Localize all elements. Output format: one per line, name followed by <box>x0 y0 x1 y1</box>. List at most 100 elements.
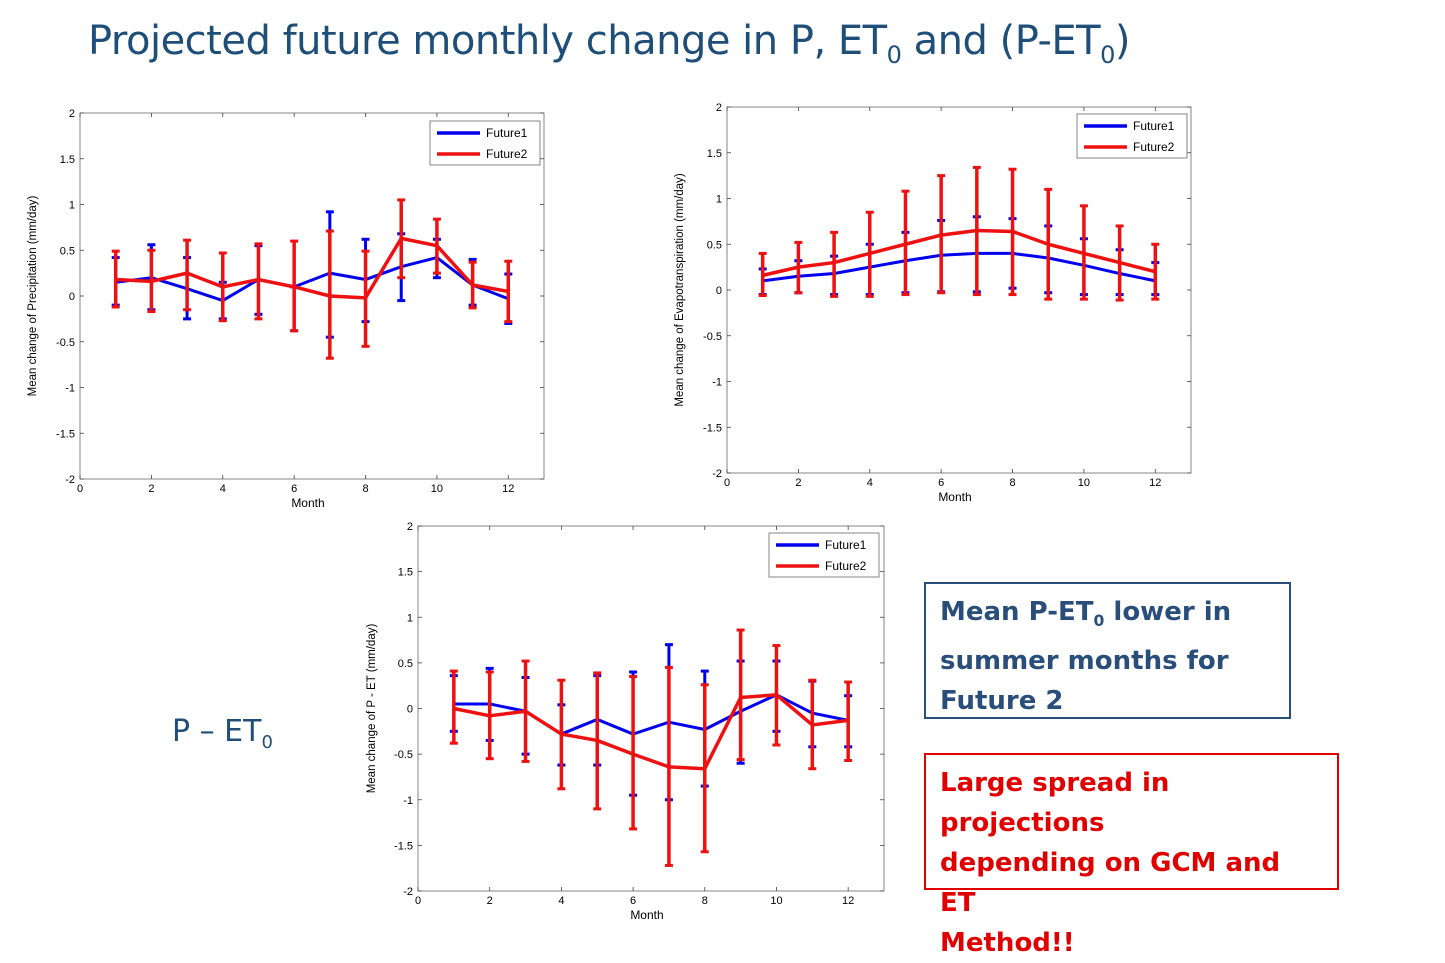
y-axis-label: Mean change of Evapotranspiration (mm/da… <box>674 173 686 406</box>
y-tick-label: -0.5 <box>703 331 722 343</box>
callout-summer-line-1b: lower in <box>1104 597 1232 627</box>
y-tick-label: 2 <box>407 521 413 533</box>
x-axis-label: Month <box>938 490 971 504</box>
y-tick-label: 0.5 <box>707 239 722 251</box>
y-tick-label: 0 <box>69 291 75 303</box>
y-tick-label: -1 <box>712 377 722 389</box>
y-tick-label: 1 <box>69 200 75 212</box>
side-label-text: P – ET <box>172 714 262 749</box>
series-line <box>762 251 1156 283</box>
callout-spread-line-2: depending on GCM and ET <box>940 848 1281 918</box>
y-tick-label: 1 <box>716 194 722 206</box>
x-tick-label: 2 <box>148 483 154 495</box>
x-tick-label: 6 <box>938 477 944 489</box>
series-future2 <box>111 198 513 360</box>
title-sub-2: 0 <box>1100 41 1115 69</box>
x-tick-label: 8 <box>362 483 368 495</box>
callout-summer-line-1a: Mean P-ET <box>940 597 1094 627</box>
x-tick-label: 2 <box>795 477 801 489</box>
x-tick-label: 6 <box>291 483 297 495</box>
x-tick-label: 12 <box>842 895 854 907</box>
series-line <box>762 228 1156 278</box>
x-axis-label: Month <box>291 496 324 510</box>
x-tick-label: 2 <box>487 895 493 907</box>
title-sub-1: 0 <box>886 41 902 69</box>
callout-spread-line-3: Method!! <box>940 928 1075 958</box>
series-future2 <box>758 165 1160 302</box>
page-title: Projected future monthly change in P, ET… <box>88 18 1130 69</box>
legend: Future1 Future2 <box>429 120 541 166</box>
y-tick-label: -1 <box>403 795 413 807</box>
y-tick-label: -1.5 <box>56 428 75 440</box>
callout-summer-line-2: summer months for <box>940 646 1229 677</box>
plot-frame <box>79 112 545 480</box>
y-tick-label: -1.5 <box>703 422 722 434</box>
legend-box <box>1076 113 1188 159</box>
legend-label: Future1 <box>1133 119 1175 133</box>
legend-box <box>768 532 880 578</box>
evapotranspiration-chart: -2 -1.5 -1 -0.5 0 0.5 1 1.5 2 0 2 4 6 8 10 12 Month Mean … <box>674 102 1192 504</box>
title-mid: and (P-ET <box>901 18 1101 64</box>
title-suffix: ) <box>1114 18 1131 64</box>
y-tick-label: 1.5 <box>707 148 722 160</box>
x-tick-label: 8 <box>1009 477 1015 489</box>
plot-frame <box>726 106 1192 474</box>
y-tick-label: 0.5 <box>60 245 75 257</box>
side-label-sub: 0 <box>261 732 273 753</box>
legend: Future1 Future2 <box>768 532 880 578</box>
callout-summer-sub: 0 <box>1093 612 1105 631</box>
y-tick-label: -2 <box>65 474 75 486</box>
x-axis-label: Month <box>630 908 663 922</box>
y-tick-label: 0 <box>407 704 413 716</box>
x-tick-label: 10 <box>770 895 782 907</box>
legend-label: Future1 <box>825 538 867 552</box>
series-line <box>453 693 849 771</box>
x-tick-label: 0 <box>77 483 83 495</box>
y-tick-label: -0.5 <box>394 749 413 761</box>
series-future2 <box>449 628 853 867</box>
x-tick-label: 10 <box>1078 477 1090 489</box>
y-axis-label: Mean change of Precipitation (mm/day) <box>27 195 39 396</box>
y-tick-label: -1 <box>65 383 75 395</box>
callout-spread-box: Large spread in projections depending on… <box>924 753 1339 958</box>
x-tick-label: 4 <box>220 483 226 495</box>
x-tick-label: 6 <box>630 895 636 907</box>
x-tick-label: 12 <box>502 483 514 495</box>
legend: Future1 Future2 <box>1076 113 1188 159</box>
y-tick-label: -2 <box>403 886 413 898</box>
callout-summer-line-3: Future 2 <box>940 686 1064 717</box>
y-tick-label: 1 <box>407 612 413 624</box>
x-tick-label: 0 <box>415 895 421 907</box>
y-tick-label: -1.5 <box>394 840 413 852</box>
y-tick-label: -0.5 <box>56 337 75 349</box>
legend-label: Future2 <box>486 147 528 161</box>
y-axis-label: Mean change of P - ET (mm/day) <box>366 624 378 794</box>
y-tick-label: 1.5 <box>60 154 75 166</box>
y-tick-label: 2 <box>716 102 722 114</box>
x-tick-label: 10 <box>431 483 443 495</box>
y-tick-label: 1.5 <box>398 567 413 579</box>
callout-summer-box: Mean P-ET0 lower in summer months for Fu… <box>924 582 1291 719</box>
p-minus-et-label: P – ET0 <box>172 714 273 753</box>
callout-summer-line-1: Mean P-ET0 lower in <box>940 592 1275 641</box>
y-tick-label: -2 <box>712 468 722 480</box>
y-tick-label: 0 <box>716 285 722 297</box>
series-line <box>115 256 509 303</box>
legend-box <box>429 120 541 166</box>
x-tick-label: 4 <box>558 895 564 907</box>
x-tick-label: 8 <box>702 895 708 907</box>
series-line <box>115 236 509 300</box>
x-tick-label: 12 <box>1149 477 1161 489</box>
title-prefix: Projected future monthly change in P, ET <box>88 18 887 64</box>
x-tick-label: 4 <box>867 477 873 489</box>
precipitation-chart: -2 -1.5 -1 -0.5 0 0.5 1 1.5 2 0 2 4 6 8 10 12 Month Mean … <box>27 108 545 510</box>
legend-label: Future2 <box>825 559 867 573</box>
y-tick-label: 2 <box>69 108 75 120</box>
callout-spread-line-1: Large spread in projections <box>940 768 1170 838</box>
y-tick-label: 0.5 <box>398 658 413 670</box>
p-minus-et-chart: -2 -1.5 -1 -0.5 0 0.5 1 1.5 2 0 2 4 6 8 10 12 Month Mean … <box>366 521 885 922</box>
legend-label: Future2 <box>1133 140 1175 154</box>
plot-frame <box>417 525 885 892</box>
x-tick-label: 0 <box>724 477 730 489</box>
legend-label: Future1 <box>486 126 528 140</box>
